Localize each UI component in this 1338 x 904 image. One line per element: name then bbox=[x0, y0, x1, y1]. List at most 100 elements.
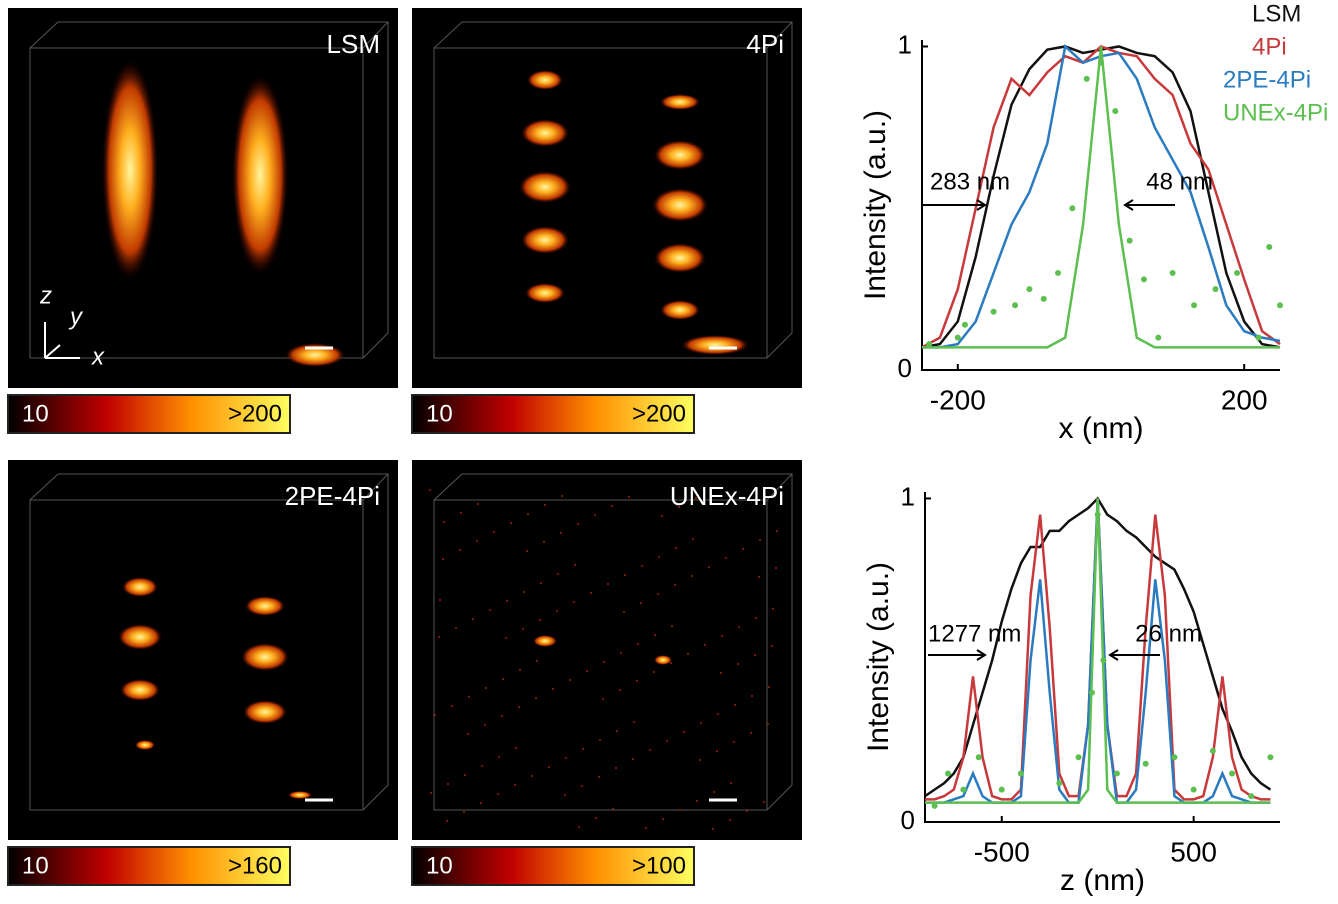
noise bbox=[691, 575, 693, 577]
image-panel bbox=[412, 8, 802, 388]
noise bbox=[632, 758, 634, 760]
noise bbox=[721, 635, 723, 637]
blob bbox=[232, 75, 288, 275]
bounding-box bbox=[29, 473, 389, 811]
blob bbox=[288, 791, 312, 799]
colorbar bbox=[7, 846, 291, 886]
noise bbox=[658, 556, 660, 558]
scatter-point bbox=[954, 334, 961, 341]
blob bbox=[245, 596, 285, 616]
annotation: 48 nm bbox=[1146, 168, 1213, 195]
noise bbox=[661, 515, 663, 517]
blob bbox=[102, 60, 158, 280]
colorbar-max: >200 bbox=[632, 400, 686, 427]
noise bbox=[451, 705, 453, 707]
colorbar-max: >200 bbox=[228, 400, 282, 427]
noise bbox=[671, 625, 673, 627]
annotation-arrow bbox=[1108, 649, 1160, 661]
bounding-box bbox=[433, 21, 793, 359]
noise bbox=[543, 541, 545, 543]
noise bbox=[497, 793, 499, 795]
noise bbox=[447, 783, 449, 785]
noise bbox=[582, 748, 584, 750]
scatter-point bbox=[1083, 75, 1090, 82]
noise bbox=[569, 679, 571, 681]
noise bbox=[763, 801, 765, 803]
noise bbox=[637, 643, 639, 645]
blob bbox=[519, 171, 571, 203]
noise bbox=[476, 540, 478, 542]
noise bbox=[442, 558, 444, 560]
noise bbox=[717, 713, 719, 715]
scatter-point bbox=[960, 786, 967, 793]
scatter-point bbox=[1069, 205, 1076, 212]
noise bbox=[603, 661, 605, 663]
noise bbox=[624, 574, 626, 576]
noise bbox=[768, 686, 770, 688]
noise bbox=[531, 775, 533, 777]
scatter-point bbox=[1055, 269, 1062, 276]
line bbox=[922, 46, 1280, 349]
scatter-point bbox=[926, 341, 933, 348]
scatter-point bbox=[1056, 780, 1063, 787]
blob bbox=[652, 188, 708, 222]
scatter-point bbox=[1191, 302, 1198, 309]
noise bbox=[662, 818, 664, 820]
noise bbox=[595, 817, 597, 819]
scatter-point bbox=[1171, 754, 1178, 761]
panel-label: 2PE-4Pi bbox=[285, 481, 380, 511]
scatter-point bbox=[1209, 747, 1216, 754]
noise bbox=[675, 547, 677, 549]
noise bbox=[742, 548, 744, 550]
noise bbox=[574, 564, 576, 566]
noise bbox=[527, 513, 529, 515]
blob bbox=[654, 655, 672, 665]
noise bbox=[733, 741, 735, 743]
noise bbox=[443, 521, 445, 523]
noise bbox=[598, 776, 600, 778]
blob bbox=[533, 635, 557, 647]
scatter-point bbox=[1113, 770, 1120, 777]
noise bbox=[611, 505, 613, 507]
noise bbox=[623, 611, 625, 613]
annotation-arrow bbox=[922, 199, 987, 211]
noise bbox=[755, 617, 757, 619]
blob bbox=[660, 94, 700, 110]
scatter-point bbox=[1094, 511, 1101, 518]
noise bbox=[560, 532, 562, 534]
scatter-point bbox=[1155, 334, 1162, 341]
noise bbox=[540, 582, 542, 584]
noise bbox=[523, 591, 525, 593]
y-tick-label: 1 bbox=[898, 29, 912, 59]
annotation: 283 nm bbox=[930, 168, 1010, 195]
noise bbox=[612, 808, 614, 810]
image-panel bbox=[8, 460, 398, 840]
noise bbox=[657, 593, 659, 595]
legend-entry: 4Pi bbox=[1252, 33, 1287, 60]
noise bbox=[438, 636, 440, 638]
colorbar-max: >160 bbox=[228, 852, 282, 879]
scatter-point bbox=[961, 321, 968, 328]
noise bbox=[615, 767, 617, 769]
scatter-point bbox=[1088, 689, 1095, 696]
noise bbox=[729, 819, 731, 821]
noise bbox=[485, 687, 487, 689]
noise bbox=[552, 688, 554, 690]
blob bbox=[241, 643, 289, 671]
scatter-point bbox=[1190, 786, 1197, 793]
noise bbox=[581, 785, 583, 787]
y-tick-label: 0 bbox=[901, 805, 915, 835]
noise bbox=[544, 504, 546, 506]
noise bbox=[464, 774, 466, 776]
noise bbox=[514, 784, 516, 786]
legend-entry: UNEx-4Pi bbox=[1223, 99, 1328, 126]
noise bbox=[607, 583, 609, 585]
noise bbox=[649, 749, 651, 751]
scatter-point bbox=[1266, 244, 1273, 251]
scatter-point bbox=[1255, 334, 1262, 341]
noise bbox=[536, 660, 538, 662]
scatter-point bbox=[1075, 754, 1082, 761]
noise bbox=[645, 827, 647, 829]
axis-glyph-label: x bbox=[91, 343, 105, 370]
noise bbox=[481, 765, 483, 767]
